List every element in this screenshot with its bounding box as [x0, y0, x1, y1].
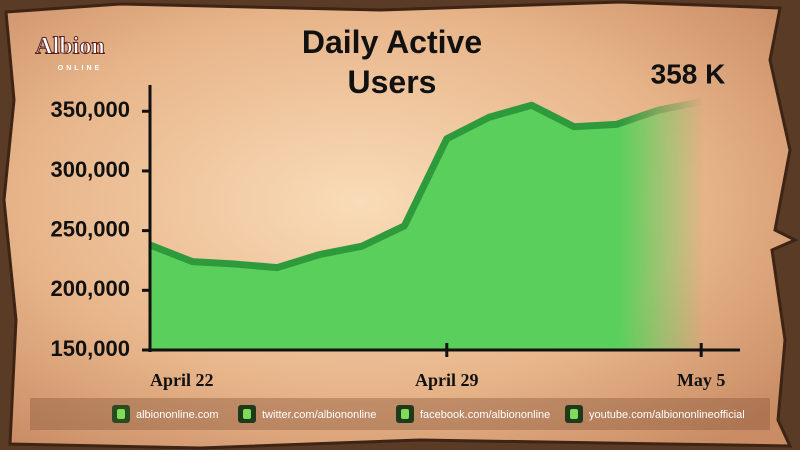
footer-icon-glyph [243, 409, 251, 419]
footer-icon-glyph [570, 409, 578, 419]
footer-icon-glyph [117, 409, 125, 419]
footer-link: youtube.com/albiononlineofficial [589, 409, 745, 421]
y-tick-label: 300,000 [50, 157, 130, 182]
footer-link: facebook.com/albiononline [420, 409, 550, 421]
area [150, 101, 702, 351]
logo-title: Albion [35, 34, 104, 60]
logo-subtitle: ONLINE [58, 65, 102, 72]
footer-link: twitter.com/albiononline [262, 409, 376, 421]
x-tick-label: May 5 [677, 370, 726, 390]
x-tick-label: April 29 [415, 370, 479, 390]
footer-link: albiononline.com [136, 409, 219, 421]
footer-icon-glyph [401, 409, 409, 419]
y-tick-label: 150,000 [50, 336, 130, 361]
y-tick-label: 250,000 [50, 216, 130, 241]
x-tick-label: April 22 [150, 370, 214, 390]
y-tick-label: 200,000 [50, 276, 130, 301]
annotation: 358 K [651, 58, 726, 89]
chart-title: Daily Active Users [301, 24, 483, 100]
area-group [148, 98, 702, 351]
line [148, 98, 702, 272]
y-tick-label: 350,000 [50, 97, 130, 122]
